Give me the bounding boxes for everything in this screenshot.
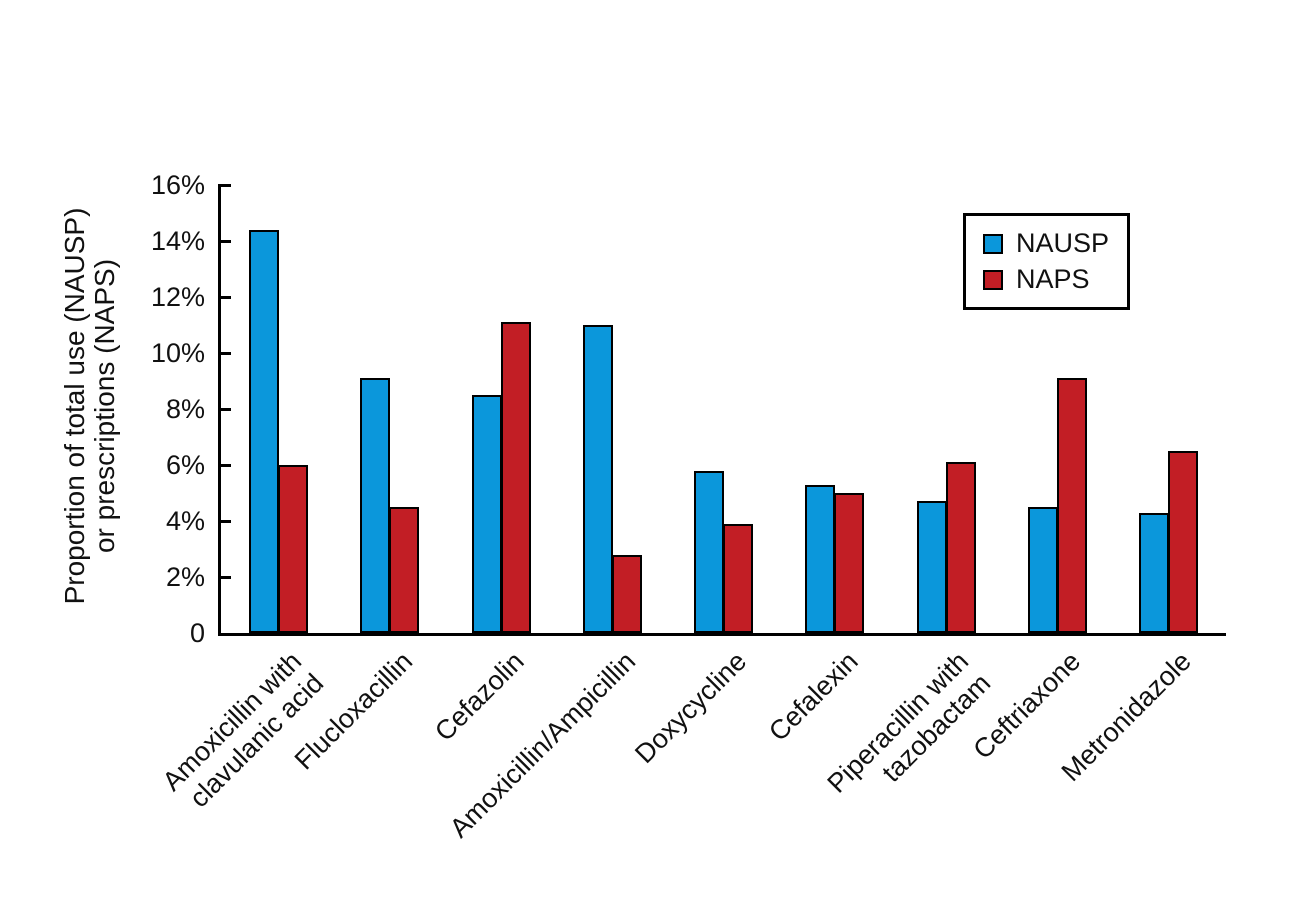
bar-nausp-6 <box>916 501 947 633</box>
y-axis-tick-label: 6% <box>165 450 205 480</box>
legend-row-nausp: NAUSP <box>983 230 1127 257</box>
x-axis-label: Ceftriaxone <box>967 646 1086 765</box>
bar-naps-4 <box>723 524 753 633</box>
y-axis-tick-label: 10% <box>150 338 205 368</box>
bar-nausp-8 <box>1139 513 1169 633</box>
legend-swatch-naps <box>983 269 1003 290</box>
y-axis-line <box>218 184 221 636</box>
y-axis-tick <box>221 576 231 579</box>
y-axis-tick-label: 0 <box>189 618 205 648</box>
y-axis-tick <box>221 184 231 187</box>
y-axis-tick <box>221 520 231 523</box>
y-axis-tick-label: 4% <box>165 506 205 536</box>
bar-naps-3 <box>611 555 642 633</box>
bar-naps-2 <box>500 322 531 633</box>
legend-row-naps: NAPS <box>983 266 1127 293</box>
y-axis-tick <box>221 352 231 355</box>
x-axis-line <box>218 633 1226 636</box>
x-axis-label: Amoxicillin/Ampicillin <box>443 646 641 844</box>
x-axis-label: Doxycycline <box>629 646 753 770</box>
legend-label-nausp: NAUSP <box>1016 228 1110 258</box>
y-axis-tick <box>221 240 231 243</box>
x-axis-label: Amoxicillin with clavulanic acid <box>156 646 330 814</box>
bar-nausp-7 <box>1027 507 1058 633</box>
plot-area: 16% 14% 12% 10% 8% 6% 4% 2% 0 Amoxicillin with cl… <box>151 170 1226 843</box>
bar-nausp-0 <box>249 230 279 633</box>
bar-naps-7 <box>1056 378 1087 633</box>
y-axis-tick-label: 16% <box>150 170 205 200</box>
y-axis-tick-label: 8% <box>165 394 205 424</box>
bar-nausp-1 <box>360 378 391 633</box>
y-axis-tick-label: 12% <box>150 282 205 312</box>
bar-naps-0 <box>278 465 308 633</box>
legend-label-naps: NAPS <box>1016 264 1090 294</box>
x-axis-label: Cefazolin <box>428 646 530 747</box>
bar-nausp-5 <box>805 485 836 633</box>
legend: NAUSP NAPS <box>963 213 1130 310</box>
bar-naps-8 <box>1168 451 1198 633</box>
y-axis-tick-label: 14% <box>150 226 205 256</box>
legend-swatch-nausp <box>983 233 1003 254</box>
bar-nausp-4 <box>694 471 724 633</box>
bar-naps-1 <box>389 507 420 633</box>
y-axis-tick <box>221 296 231 299</box>
y-axis-tick <box>221 408 231 411</box>
bar-naps-6 <box>945 462 976 633</box>
bar-nausp-3 <box>582 325 613 633</box>
bar-nausp-2 <box>471 395 502 633</box>
y-axis-tick-label: 2% <box>165 562 205 592</box>
x-axis-label: Cefalexin <box>762 646 864 747</box>
y-axis-tick <box>221 464 231 467</box>
bar-naps-5 <box>834 493 865 633</box>
